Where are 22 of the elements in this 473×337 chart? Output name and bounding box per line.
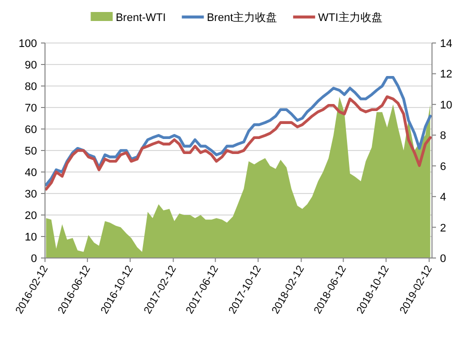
y-tick-label: 20 — [24, 210, 37, 222]
y-tick-label: 100 — [18, 38, 37, 50]
y2-tick-label: 8 — [440, 130, 446, 142]
y-tick-label: 40 — [24, 167, 37, 179]
y2-tick-label: 2 — [440, 222, 446, 234]
y2-tick-label: 10 — [440, 99, 452, 112]
y2-tick-label: 0 — [440, 253, 446, 265]
y2-tick-label: 4 — [440, 192, 446, 204]
y2-tick-label: 14 — [440, 38, 452, 50]
y-tick-label: 50 — [24, 146, 37, 158]
y-tick-label: 0 — [30, 253, 37, 265]
y-tick-label: 30 — [24, 188, 37, 200]
y-tick-label: 10 — [24, 232, 37, 244]
legend-label: Brent-WTI — [116, 12, 166, 24]
y-tick-label: 70 — [24, 102, 37, 114]
y-tick-label: 80 — [24, 81, 37, 93]
y-tick-label: 90 — [24, 60, 37, 72]
y2-tick-label: 12 — [440, 68, 452, 81]
y2-tick-label: 6 — [440, 160, 446, 173]
legend-label: Brent主力收盘 — [206, 11, 278, 24]
y-tick-label: 60 — [24, 124, 37, 136]
legend-label: WTI主力收盘 — [318, 11, 382, 24]
